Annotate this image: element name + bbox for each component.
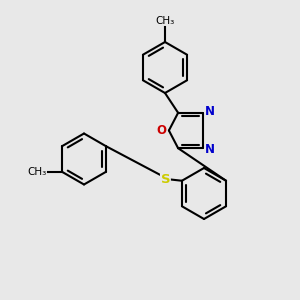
Text: S: S [160,173,170,186]
Text: O: O [157,124,166,137]
Text: N: N [205,143,215,156]
Text: N: N [205,105,215,118]
Text: CH₃: CH₃ [28,167,47,177]
Text: CH₃: CH₃ [155,16,175,26]
